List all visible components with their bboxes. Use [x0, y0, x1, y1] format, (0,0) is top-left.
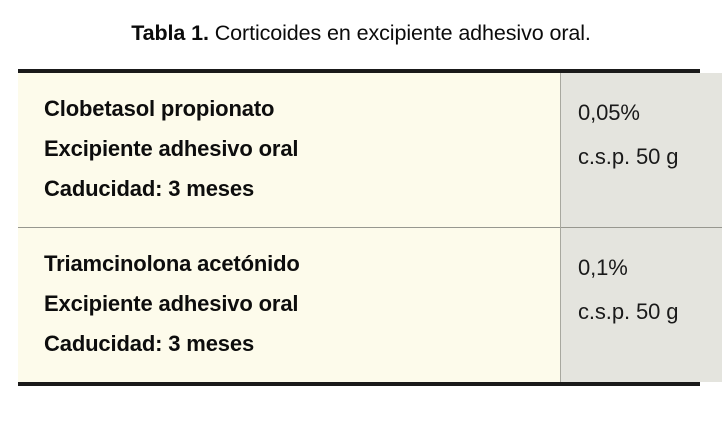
dose-cell: 0,05% c.s.p. 50 g [560, 73, 722, 228]
formulation-line: Caducidad: 3 meses [44, 176, 255, 201]
table-row: Clobetasol propionato Excipiente adhesiv… [18, 73, 722, 228]
formulation-cell: Clobetasol propionato Excipiente adhesiv… [18, 73, 561, 228]
dose-line: c.s.p. 50 g [578, 144, 679, 169]
formulation-line: Excipiente adhesivo oral [44, 136, 299, 161]
formulation-line: Excipiente adhesivo oral [44, 291, 299, 316]
formulation-line: Clobetasol propionato [44, 96, 275, 121]
dose-cell: 0,1% c.s.p. 50 g [560, 227, 722, 382]
formulation-line: Caducidad: 3 meses [44, 331, 255, 356]
table-container: Clobetasol propionato Excipiente adhesiv… [18, 69, 722, 386]
table-row: Triamcinolona acetónido Excipiente adhes… [18, 227, 722, 382]
corticoid-formulations-table: Clobetasol propionato Excipiente adhesiv… [18, 73, 722, 382]
dose-line: 0,05% [578, 100, 640, 125]
caption-text: Corticoides en excipiente adhesivo oral. [208, 21, 591, 45]
formulation-line: Triamcinolona acetónido [44, 251, 300, 276]
table-caption: Tabla 1. Corticoides en excipiente adhes… [14, 18, 708, 48]
dose-line: c.s.p. 50 g [578, 299, 679, 324]
caption-label: Tabla 1. [131, 21, 209, 45]
table-body: Clobetasol propionato Excipiente adhesiv… [18, 73, 722, 382]
formulation-cell: Triamcinolona acetónido Excipiente adhes… [18, 227, 561, 382]
dose-line: 0,1% [578, 255, 628, 280]
